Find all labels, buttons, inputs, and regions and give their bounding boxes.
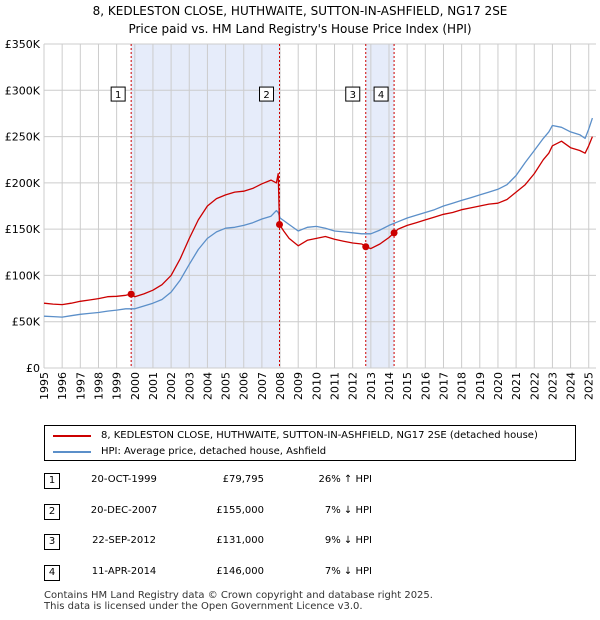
footer-line-2: This data is licensed under the Open Gov… [44, 601, 363, 612]
legend-swatch-hpi [53, 451, 91, 453]
footer-line-1: Contains HM Land Registry data © Crown c… [44, 590, 433, 601]
chart-title: 8, KEDLESTON CLOSE, HUTHWAITE, SUTTON-IN… [0, 2, 600, 38]
x-tick-label: 2017 [437, 372, 450, 400]
legend-label-property: 8, KEDLESTON CLOSE, HUTHWAITE, SUTTON-IN… [101, 430, 538, 441]
transaction-hpi-change: 9% ↓ HPI [324, 535, 372, 546]
table-row: 4 11-APR-2014 £146,000 7% ↓ HPI [44, 564, 404, 595]
x-tick-label: 1998 [92, 372, 105, 400]
x-tick-label: 2024 [565, 372, 578, 400]
transaction-point [362, 243, 370, 251]
legend-swatch-property [53, 435, 91, 437]
transaction-marker-label: 2 [263, 90, 269, 101]
transaction-date: 20-DEC-2007 [90, 504, 158, 516]
transaction-point [127, 290, 135, 298]
x-tick-label: 2010 [310, 372, 323, 400]
transaction-date: 22-SEP-2012 [92, 535, 156, 546]
table-row: 1 20-OCT-1999 £79,795 26% ↑ HPI [44, 472, 404, 503]
transaction-number-badge: 3 [44, 534, 60, 550]
transaction-hpi-change: 7% ↓ HPI [324, 504, 372, 516]
transaction-marker-label: 3 [350, 90, 356, 101]
table-row: 2 20-DEC-2007 £155,000 7% ↓ HPI [44, 503, 404, 534]
transaction-marker-box [259, 86, 275, 102]
transactions-table: 1 20-OCT-1999 £79,795 26% ↑ HPI 2 20-DEC… [44, 472, 404, 594]
table-row: 3 22-SEP-2012 £131,000 9% ↓ HPI [44, 533, 404, 564]
title-line-2: Price paid vs. HM Land Registry's House … [128, 22, 472, 36]
x-tick-label: 2016 [419, 372, 432, 400]
x-tick-label: 2005 [220, 372, 233, 400]
x-tick-label: 2011 [329, 372, 342, 400]
transaction-price: £79,795 [222, 474, 264, 485]
transaction-number-badge: 1 [44, 473, 60, 489]
transaction-price: £155,000 [216, 504, 264, 516]
y-tick-label: £150K [5, 223, 41, 236]
y-tick-label: £100K [5, 269, 41, 282]
footer-attribution: Contains HM Land Registry data © Crown c… [44, 590, 584, 612]
x-tick-label: 2002 [165, 372, 178, 400]
chart-legend: 8, KEDLESTON CLOSE, HUTHWAITE, SUTTON-IN… [44, 425, 576, 461]
transaction-point [390, 229, 398, 237]
price-chart: 1995 1996 1997 1998 1999 2000 2001 2002 2003 2004… [5, 38, 596, 400]
y-tick-label: £50K [12, 316, 41, 329]
x-tick-label: 1997 [74, 372, 87, 400]
transaction-date: 20-OCT-1999 [91, 474, 157, 485]
transaction-point [276, 221, 284, 229]
x-tick-label: 2015 [401, 372, 414, 400]
transaction-marker-label: 1 [115, 90, 121, 101]
x-tick-label: 2012 [347, 372, 360, 400]
hpi-series-line [43, 117, 594, 318]
transaction-date: 11-APR-2014 [91, 565, 157, 577]
x-tick-label: 2006 [238, 372, 251, 400]
y-tick-label: £200K [5, 177, 41, 190]
x-tick-label: 1995 [38, 372, 51, 400]
y-tick-label: £250K [5, 131, 41, 144]
x-tick-label: 2023 [546, 372, 559, 400]
property-series-line [43, 136, 594, 306]
x-tick-label: 2019 [474, 372, 487, 400]
x-tick-label: 2000 [129, 372, 142, 400]
legend-label-hpi: HPI: Average price, detached house, Ashf… [101, 446, 327, 457]
x-tick-label: 2003 [183, 372, 196, 400]
shaded-range [131, 44, 280, 368]
title-line-1: 8, KEDLESTON CLOSE, HUTHWAITE, SUTTON-IN… [92, 4, 508, 18]
y-tick-label: £0 [26, 362, 40, 375]
transaction-hpi-change: 26% ↑ HPI [318, 474, 372, 485]
transaction-number-badge: 2 [44, 503, 60, 520]
x-tick-label: 2001 [147, 372, 160, 400]
y-tick-label: £350K [5, 38, 41, 51]
x-tick-label: 2004 [201, 372, 214, 400]
x-tick-label: 2018 [456, 372, 469, 400]
y-tick-label: £300K [5, 84, 41, 97]
x-tick-label: 2013 [365, 372, 378, 400]
x-tick-label: 2020 [492, 372, 505, 400]
transaction-marker-label: 4 [378, 90, 384, 101]
x-tick-label: 2025 [583, 372, 596, 400]
x-tick-label: 1999 [111, 372, 124, 400]
x-tick-label: 2009 [292, 372, 305, 400]
transaction-number-badge: 4 [44, 564, 60, 581]
x-tick-label: 2022 [528, 372, 541, 400]
transaction-marker-box [345, 86, 361, 102]
x-tick-label: 1996 [56, 372, 69, 400]
x-tick-label: 2014 [383, 372, 396, 400]
transaction-marker-box [110, 86, 126, 102]
transaction-price: £131,000 [216, 535, 264, 546]
transaction-marker-box [373, 86, 389, 102]
x-tick-label: 2007 [256, 372, 269, 400]
transaction-hpi-change: 7% ↓ HPI [324, 565, 372, 577]
transaction-price: £146,000 [216, 565, 264, 577]
x-tick-label: 2008 [274, 372, 287, 400]
x-tick-label: 2021 [510, 372, 523, 400]
